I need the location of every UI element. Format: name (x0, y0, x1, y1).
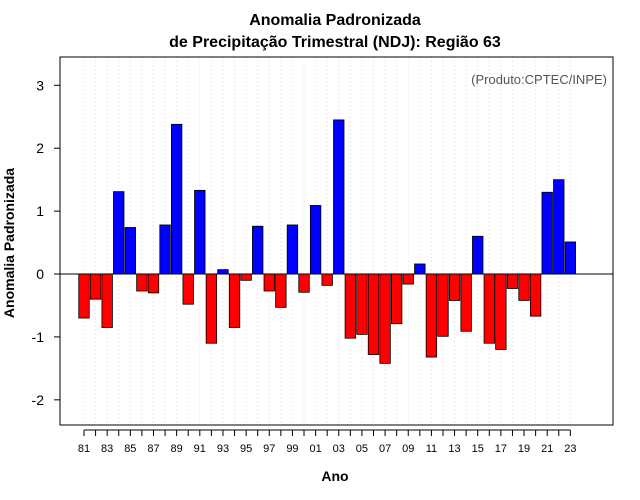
bar-92 (205, 273, 218, 344)
bar-87 (147, 273, 160, 294)
x-tick-label: 19 (518, 443, 530, 455)
bar-12 (437, 273, 449, 337)
bar-09 (402, 273, 414, 285)
x-tick-label: 97 (263, 443, 275, 455)
x-tick-label: 89 (171, 443, 183, 455)
x-tick-label: 91 (194, 443, 206, 455)
bar-83 (101, 273, 113, 328)
y-tick-label: 0 (36, 266, 44, 282)
bar-82 (89, 273, 102, 300)
x-tick-label: 01 (309, 443, 321, 455)
bar-15 (472, 235, 484, 275)
x-tick-label: 85 (124, 443, 136, 455)
bar-07 (379, 273, 391, 364)
grid-lines (83, 57, 571, 425)
bar-84 (113, 191, 125, 275)
credit-label: (Produto:CPTEC/INPE) (471, 72, 607, 87)
y-tick-label: 1 (36, 203, 44, 219)
y-tick-label: 2 (36, 140, 44, 156)
y-tick-label: 3 (36, 77, 44, 93)
x-tick-label: 81 (78, 443, 90, 455)
bar-17 (495, 273, 507, 350)
bar-21 (541, 191, 553, 275)
x-tick-label: 99 (286, 443, 298, 455)
bar-95 (240, 273, 252, 281)
bar-97 (263, 273, 275, 292)
x-tick-label: 05 (356, 443, 368, 455)
bar-98 (275, 273, 287, 308)
x-tick-label: 09 (402, 443, 414, 455)
bar-06 (367, 273, 380, 355)
x-tick-label: 23 (564, 443, 576, 455)
bar-20 (529, 273, 542, 317)
y-tick-label: -2 (32, 392, 45, 408)
x-tick-label: 11 (426, 443, 437, 455)
x-axis-label: Ano (321, 468, 348, 484)
x-tick-label: 17 (495, 443, 507, 455)
bar-08 (391, 273, 403, 325)
bar-94 (228, 273, 241, 328)
bar-19 (518, 273, 530, 301)
bar-99 (286, 224, 299, 275)
x-tick-label: 07 (379, 443, 391, 455)
x-tick-label: 13 (448, 443, 460, 455)
bar-91 (194, 189, 206, 275)
bar-13 (448, 273, 461, 301)
bar-16 (483, 273, 495, 344)
bar-05 (356, 273, 368, 335)
x-tick-label: 93 (217, 443, 229, 455)
bar-90 (182, 273, 194, 305)
y-tick-label: -1 (32, 329, 45, 345)
bar-85 (124, 227, 136, 275)
chart-subtitle: de Precipitação Trimestral (NDJ): Região… (169, 34, 501, 51)
bar-14 (460, 273, 472, 332)
bar-11 (425, 273, 438, 358)
bar-86 (136, 273, 148, 292)
bar-23 (564, 241, 577, 275)
bar-22 (553, 179, 565, 275)
bar-88 (159, 224, 171, 275)
bar-18 (506, 273, 519, 289)
y-axis: -2 -1 0 1 2 3 (32, 77, 60, 408)
x-axis: 81 83 85 87 89 91 93 95 97 99 01 03 05 07 09 11 13 15 17 19… (78, 429, 576, 455)
x-tick-label: 03 (333, 443, 345, 455)
bar-93 (217, 269, 229, 275)
bar-01 (309, 205, 322, 275)
bars (78, 119, 577, 364)
bar-04 (344, 273, 356, 339)
chart-title: Anomalia Padronizada (249, 12, 421, 29)
bar-03 (333, 119, 345, 275)
x-tick-label: 83 (101, 443, 113, 455)
bar-81 (78, 273, 90, 319)
bar-89 (170, 123, 183, 275)
x-tick-label: 15 (472, 443, 484, 455)
bar-00 (298, 273, 310, 293)
x-tick-label: 21 (541, 443, 553, 455)
x-tick-label: 95 (240, 443, 252, 455)
x-tick-label: 87 (147, 443, 159, 455)
plot-area (59, 56, 614, 426)
bar-96 (252, 225, 264, 275)
bar-10 (414, 263, 426, 275)
bar-02 (321, 273, 333, 286)
y-axis-label: Anomalia Padronizada (1, 168, 17, 318)
